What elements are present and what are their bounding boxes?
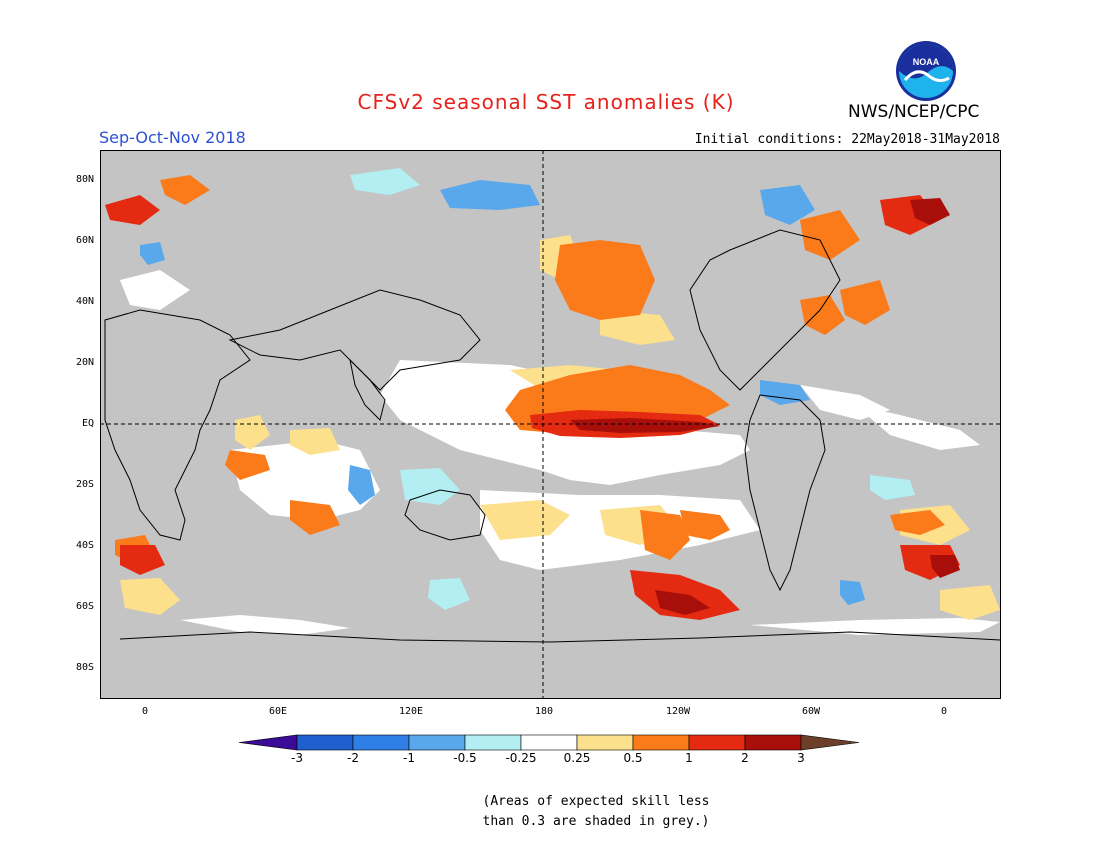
note-line: than 0.3 are shaded in grey.): [482, 814, 710, 829]
color-legend: [238, 734, 860, 751]
colorbar-tick-label: -1: [403, 751, 415, 765]
colorbar-tick-label: -0.25: [505, 751, 537, 765]
logo-text: NOAA: [913, 57, 940, 67]
colorbar-swatch: [464, 734, 522, 751]
lon-label: 180: [534, 706, 554, 717]
very-strong-warm-anomaly-areas: [570, 198, 960, 615]
colorbar-swatch: [408, 734, 466, 751]
colorbar-tick-label: 0.25: [563, 751, 591, 765]
cool-anomaly-areas: [140, 180, 865, 605]
agency-label: NWS/NCEP/CPC: [848, 102, 980, 122]
slight-cool-anomaly-areas: [350, 168, 915, 610]
lat-label: 40S: [75, 540, 94, 551]
map-title: CFSv2 seasonal SST anomalies (K): [357, 90, 735, 114]
colorbar-swatch: [576, 734, 634, 751]
colorbar-swatch: [800, 734, 860, 751]
lon-label: 0: [940, 706, 948, 717]
lat-label: 80S: [75, 662, 94, 673]
lat-label: 60S: [75, 601, 94, 612]
colorbar-swatch: [296, 734, 354, 751]
colorbar-swatch: [744, 734, 802, 751]
lat-label: 20N: [75, 357, 94, 368]
colorbar-tick-label: -3: [291, 751, 303, 765]
lat-label: EQ: [81, 418, 94, 429]
colorbar-tick-label: 1: [685, 751, 693, 765]
colorbar-tick-label: 2: [741, 751, 749, 765]
colorbar-swatch: [632, 734, 690, 751]
colorbar-swatch: [520, 734, 578, 751]
lat-label: 20S: [75, 479, 94, 490]
season-label: Sep-Oct-Nov 2018: [99, 128, 246, 147]
coastlines: [104, 229, 1001, 643]
colorbar-swatch: [238, 734, 298, 751]
colorbar-swatch: [688, 734, 746, 751]
lat-label: 60N: [75, 235, 94, 246]
lon-label: 60W: [801, 706, 821, 717]
lon-label: 120W: [665, 706, 691, 717]
colorbar-tick-label: -0.5: [453, 751, 477, 765]
lat-label: 80N: [75, 174, 94, 185]
noaa-logo: NOAA: [896, 41, 956, 101]
lon-label: 120E: [398, 706, 424, 717]
lon-label: 0: [141, 706, 149, 717]
sst-anomaly-map: [100, 150, 1001, 699]
lat-label: 40N: [75, 296, 94, 307]
colorbar-tick-label: 3: [797, 751, 805, 765]
skill-note: (Areas of expected skill less than 0.3 a…: [0, 792, 1100, 832]
lon-label: 60E: [268, 706, 288, 717]
colorbar-tick-label: 0.5: [623, 751, 643, 765]
initial-conditions-label: Initial conditions: 22May2018-31May2018: [694, 132, 1000, 147]
colorbar-swatch: [352, 734, 410, 751]
colorbar-tick-label: -2: [347, 751, 359, 765]
note-line: (Areas of expected skill less: [482, 794, 710, 809]
